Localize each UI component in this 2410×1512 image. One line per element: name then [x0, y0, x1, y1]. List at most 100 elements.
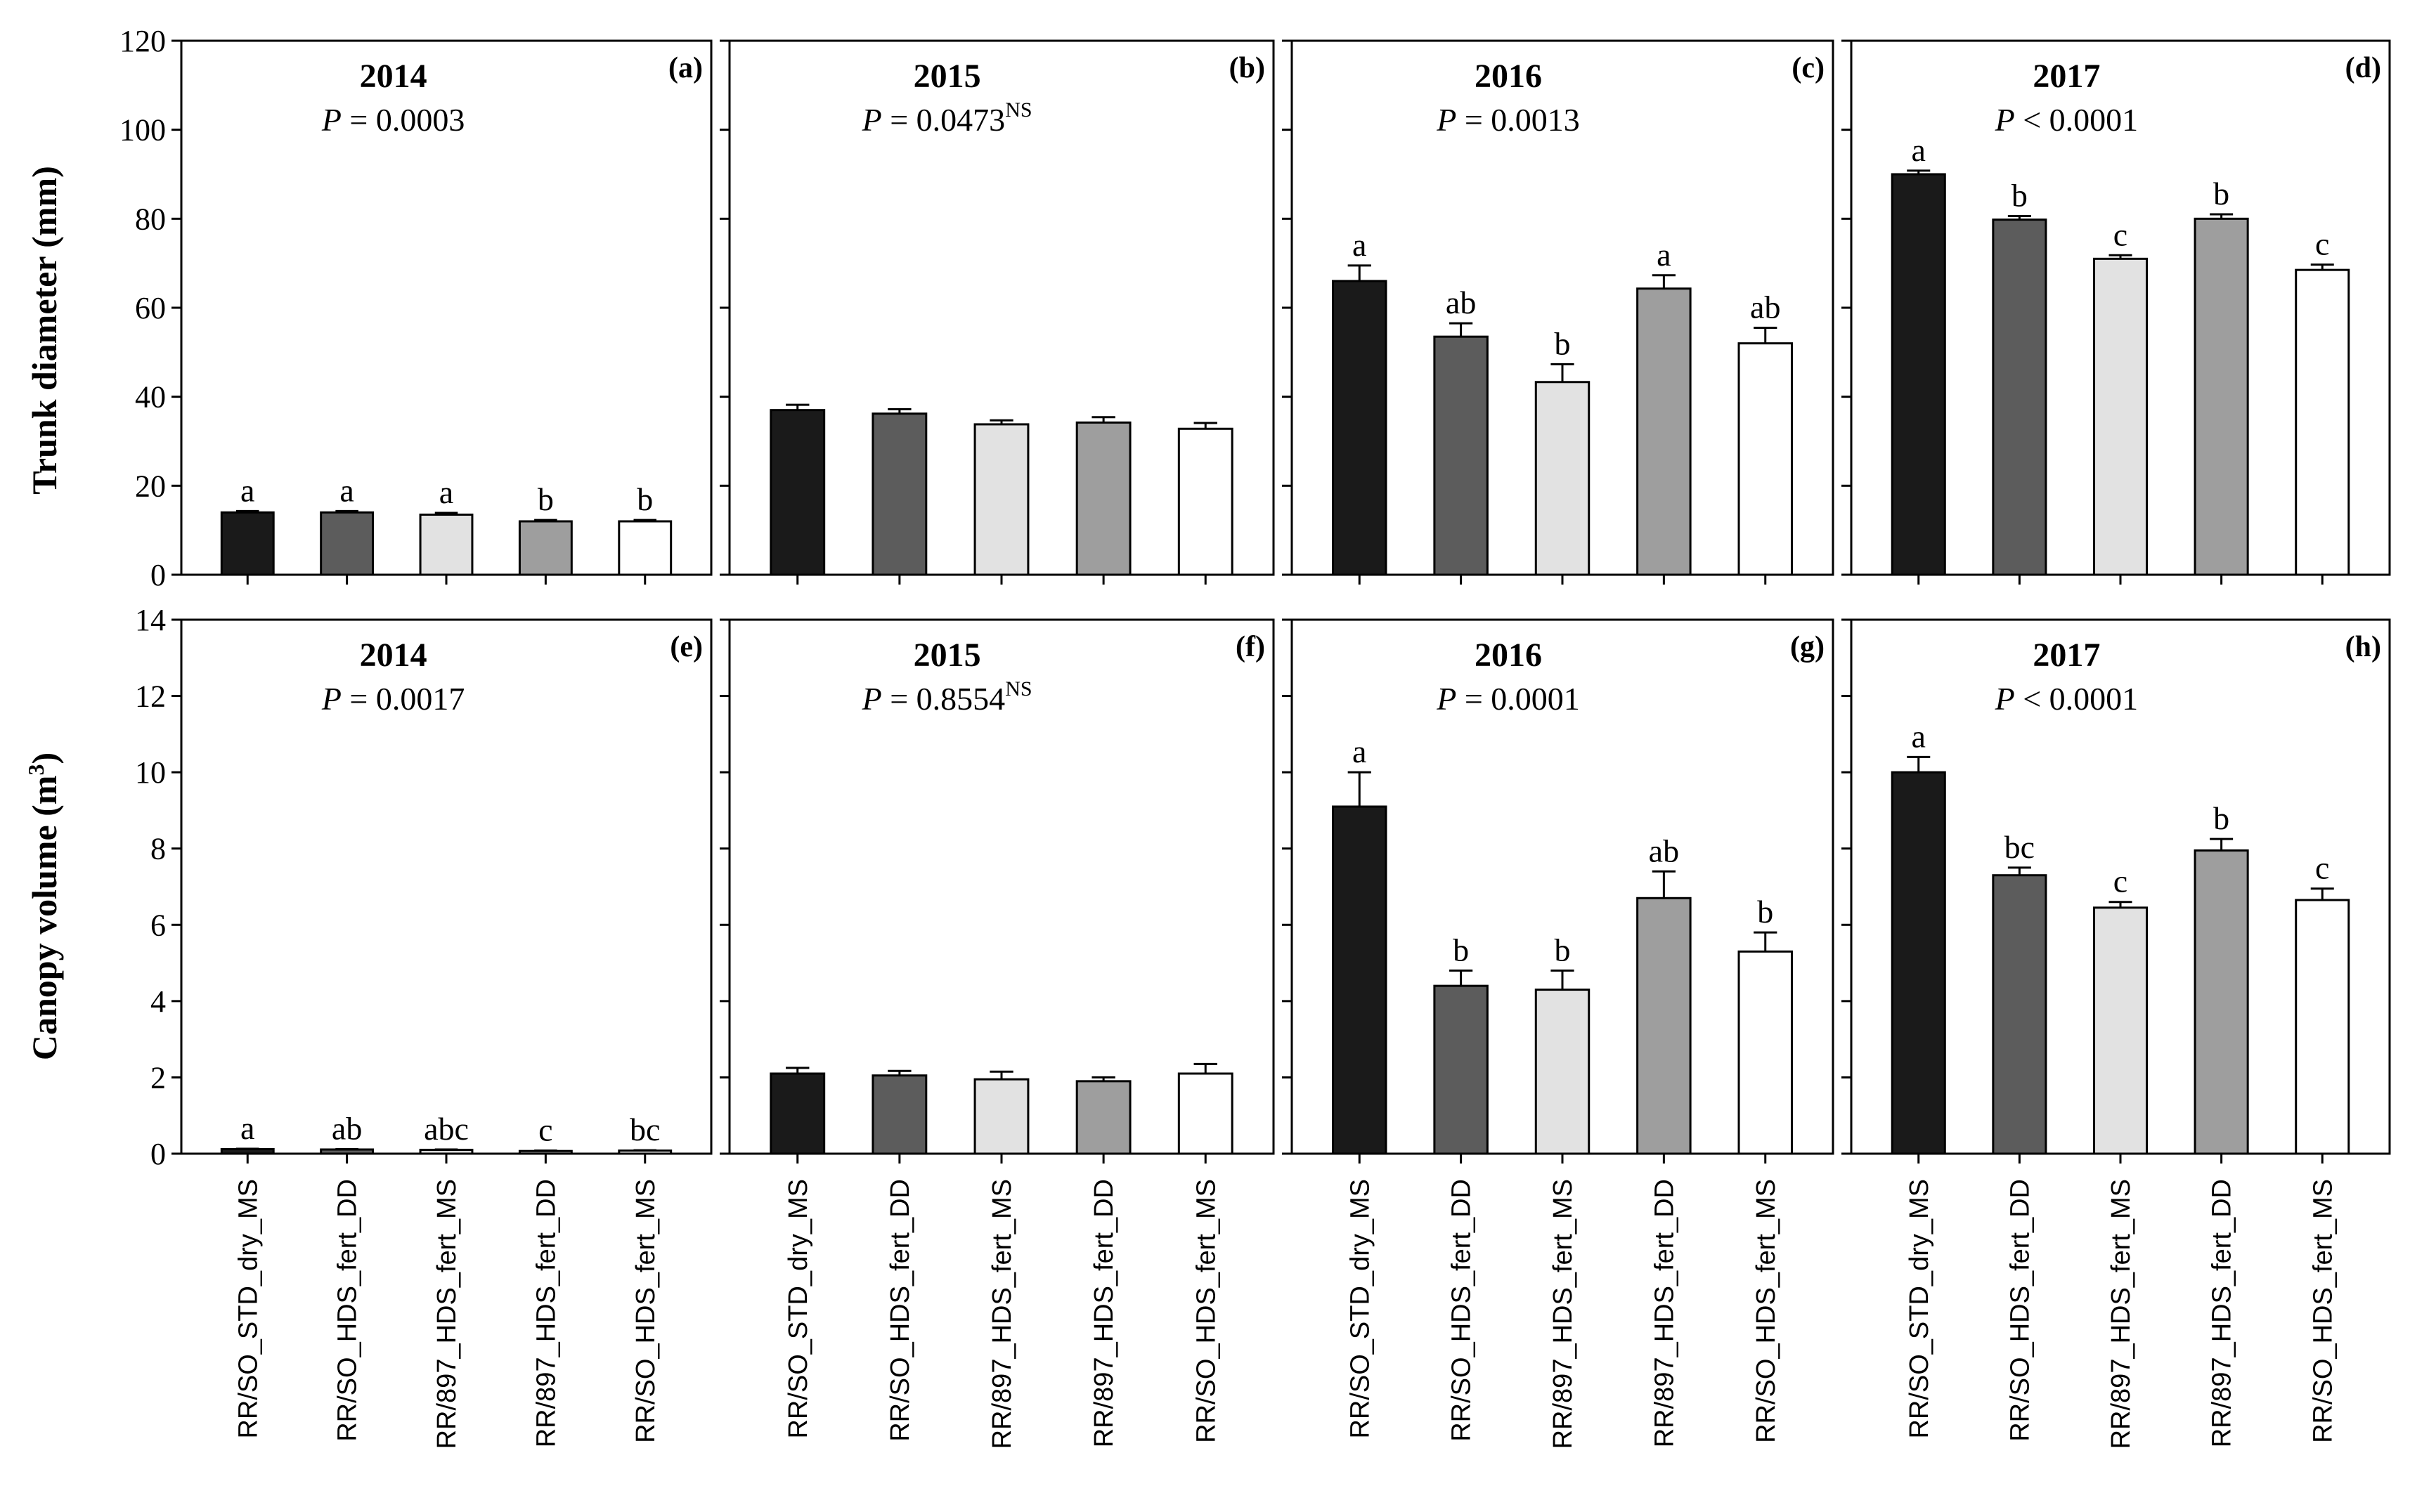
significance-letter: bc: [2004, 829, 2035, 865]
bar: [518, 520, 573, 576]
panel-year: 2015: [914, 58, 981, 95]
panel-c: a ab b a ab 2016 P = 0.0013 (c): [1282, 39, 1834, 585]
x-category-label: RR/SO_HDS_fert_MS: [1191, 1179, 1221, 1443]
significance-letter: a: [240, 1110, 254, 1146]
significance-letter: c: [2113, 216, 2127, 252]
p-value: P < 0.0001: [1995, 102, 2139, 138]
bar: [220, 511, 275, 576]
p-value: P < 0.0001: [1995, 681, 2139, 717]
bar: [1433, 984, 1489, 1155]
y-tick-label: 2: [150, 1060, 166, 1095]
y-tick-label: 10: [135, 755, 166, 790]
p-value: P = 0.8554NS: [862, 677, 1032, 717]
panel-letter: (d): [2345, 52, 2381, 84]
x-category-label: RR/SO_STD_dry_MS: [784, 1179, 813, 1439]
y-tick-label: 12: [135, 679, 166, 714]
significance-letter: c: [2113, 863, 2127, 899]
significance-letter: a: [339, 472, 354, 508]
significance-letter: ab: [332, 1110, 362, 1146]
x-category-label: RR/SO_HDS_fert_DD: [1447, 1179, 1477, 1442]
panel-year: 2016: [1475, 637, 1542, 674]
y-tick-label: 120: [119, 24, 166, 58]
bar: [1891, 771, 1946, 1155]
x-category-label: RR/897_HDS_fert_DD: [531, 1179, 561, 1447]
bar: [872, 412, 928, 576]
panel-a: 0 20 40 60 80 100 120 a a a b b 2014 P = 0.0003 (a): [119, 24, 713, 592]
y-tick-label: 14: [135, 603, 166, 637]
panel-letter: (g): [1790, 631, 1825, 663]
bar: [419, 514, 474, 576]
bar: [1636, 287, 1692, 576]
x-category-label: RR/SO_HDS_fert_DD: [2005, 1179, 2035, 1442]
bar: [872, 1074, 928, 1155]
significance-letter: b: [637, 481, 653, 517]
ylabel-trunk-diameter: Trunk diameter (mm): [25, 166, 64, 495]
panel-letter: (a): [668, 52, 703, 84]
y-tick-label: 4: [150, 984, 166, 1019]
y-tick-label: 8: [150, 832, 166, 866]
x-category-label: RR/897_HDS_fert_DD: [1650, 1179, 1679, 1447]
significance-letter: a: [1912, 718, 1926, 754]
x-category-label: RR/897_HDS_fert_MS: [2106, 1179, 2136, 1449]
significance-letter: b: [538, 481, 554, 517]
x-category-label: RR/897_HDS_fert_MS: [987, 1179, 1017, 1449]
bar: [1534, 381, 1591, 576]
bar: [2295, 899, 2350, 1155]
bar: [220, 1147, 275, 1155]
panel-d: a b c b c 2017 P < 0.0001 (d): [1841, 39, 2391, 585]
significance-letter: a: [1912, 132, 1926, 168]
significance-letter: a: [1352, 734, 1366, 769]
panel-year: 2016: [1475, 58, 1542, 95]
x-category-label: RR/897_HDS_fert_DD: [2208, 1179, 2237, 1447]
bar: [973, 1078, 1030, 1155]
bar: [1636, 897, 1692, 1155]
panel-year: 2017: [2033, 637, 2100, 674]
x-category-label: RR/897_HDS_fert_MS: [432, 1179, 462, 1449]
x-category-label: RR/SO_HDS_fert_MS: [631, 1179, 661, 1443]
significance-letter: b: [1453, 932, 1469, 967]
bar: [2194, 849, 2249, 1155]
significance-letter: b: [2213, 800, 2229, 836]
y-tick-label: 100: [119, 113, 166, 148]
bar: [1332, 280, 1387, 576]
bar: [320, 511, 375, 576]
bar: [1891, 173, 1946, 576]
ylabel-canopy-volume: Canopy volume (m3): [23, 752, 64, 1060]
significance-letter: ab: [1649, 833, 1679, 868]
y-tick-label: 20: [135, 469, 166, 503]
x-category-label: RR/897_HDS_fert_MS: [1548, 1179, 1578, 1449]
bar: [1737, 342, 1793, 576]
bar: [1075, 421, 1132, 576]
p-value: P = 0.0017: [321, 681, 465, 717]
significance-letter: abc: [424, 1111, 469, 1147]
significance-letter: b: [1757, 894, 1773, 930]
bar: [2295, 268, 2350, 576]
panel-year: 2015: [914, 637, 981, 674]
p-value: P = 0.0003: [321, 102, 465, 138]
bar: [1332, 805, 1387, 1155]
panel-letter: (c): [1792, 52, 1825, 84]
panel-letter: (b): [1229, 52, 1265, 84]
bar: [1992, 874, 2047, 1155]
bar: [1075, 1080, 1132, 1155]
panel-e: 0 2 4 6 8 10 12 14 a ab abc c bc RR/SO_STD_dry_MS RR/S…: [135, 603, 713, 1449]
bar: [1433, 335, 1489, 576]
p-value: P = 0.0013: [1436, 102, 1580, 138]
panel-letter: (f): [1236, 631, 1265, 663]
x-category-label: RR/SO_STD_dry_MS: [1905, 1179, 1934, 1439]
bar: [973, 423, 1030, 576]
panel-letter: (h): [2345, 631, 2381, 663]
y-tick-label: 60: [135, 291, 166, 325]
y-tick-label: 0: [150, 558, 166, 592]
panel-f: RR/SO_STD_dry_MS RR/SO_HDS_fert_DD RR/897_…: [720, 618, 1275, 1449]
x-category-label: RR/897_HDS_fert_DD: [1089, 1179, 1119, 1447]
significance-letter: b: [2011, 178, 2028, 214]
bar: [2092, 257, 2149, 576]
significance-letter: a: [1352, 227, 1366, 263]
bar: [618, 520, 673, 576]
x-category-label: RR/SO_HDS_fert_MS: [2308, 1179, 2338, 1443]
significance-letter: a: [439, 474, 453, 510]
